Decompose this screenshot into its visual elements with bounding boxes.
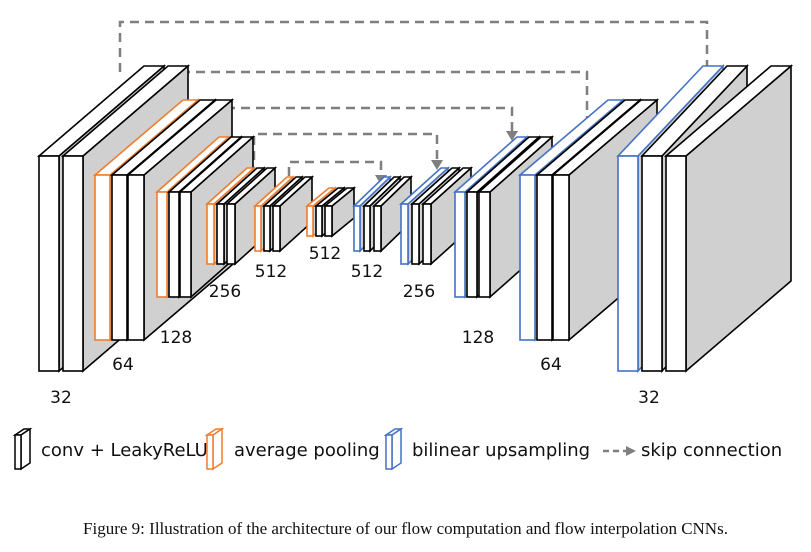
conv-layer-block [663, 64, 794, 373]
unet-architecture-diagram: 32 64 128 256 512 512 512 256 128 64 32 … [12, 20, 794, 471]
label-dec-256: 256 [403, 282, 435, 302]
label-enc-512: 512 [255, 262, 287, 282]
legend-skip-label: skip connection [641, 440, 782, 461]
skip-arrow-icon [603, 446, 636, 456]
upsample-block-icon [383, 427, 404, 471]
skip-connection-256 [252, 132, 439, 165]
label-dec-64: 64 [540, 355, 562, 375]
legend-upsample-label: bilinear upsampling [412, 440, 590, 461]
skip-arrowhead-128 [506, 131, 518, 141]
pool-block-icon [204, 427, 225, 471]
legend-conv-label: conv + LeakyReLU [41, 440, 208, 461]
label-mid-512: 512 [309, 244, 341, 264]
label-enc-128: 128 [160, 328, 192, 348]
size-labels: 32 64 128 256 512 512 512 256 128 64 32 [50, 244, 660, 408]
label-dec-128: 128 [462, 328, 494, 348]
skip-connection-64 [170, 70, 589, 143]
skip-connection-128 [216, 106, 514, 136]
conv-layer-block [270, 175, 315, 253]
skip-arrowhead-256 [431, 160, 443, 170]
label-enc-32: 32 [50, 388, 72, 408]
skip-connection-32 [118, 20, 709, 100]
label-enc-64: 64 [112, 355, 134, 375]
label-dec-32: 32 [638, 388, 660, 408]
layer-blocks [36, 63, 794, 374]
label-dec-512: 512 [351, 262, 383, 282]
label-enc-256: 256 [209, 282, 241, 302]
legend-pool-label: average pooling [234, 440, 380, 461]
conv-block-icon [12, 427, 33, 471]
skip-connections [118, 20, 709, 180]
skip-connection-512 [287, 160, 383, 180]
legend: conv + LeakyReLU average pooling bilinea… [12, 427, 782, 471]
figure-caption: Figure 9: Illustration of the architectu… [83, 519, 728, 538]
